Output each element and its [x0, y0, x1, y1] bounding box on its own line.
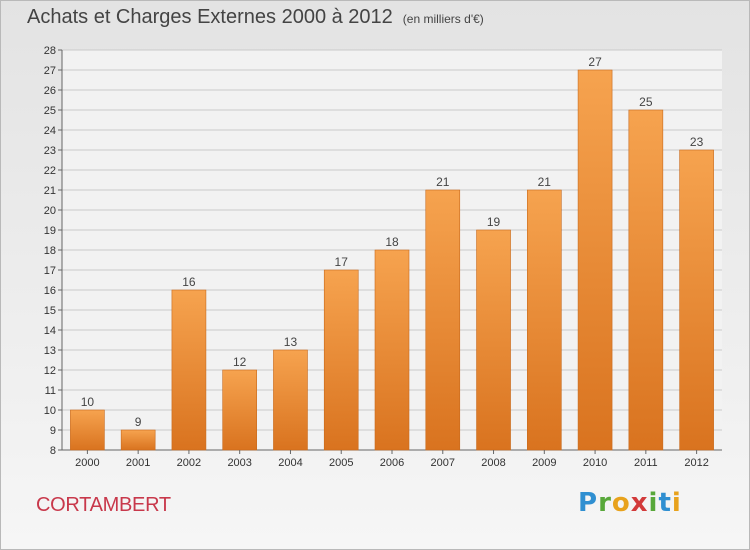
logo-letter: i	[648, 488, 659, 518]
bar	[577, 69, 613, 451]
y-tick-label: 22	[44, 165, 56, 177]
bar	[120, 429, 156, 451]
y-tick-label: 15	[44, 305, 56, 317]
x-tick-label: 2012	[684, 457, 708, 469]
bar-value-label: 10	[81, 395, 95, 409]
bar-value-label: 12	[233, 355, 247, 369]
logo-letter: t	[658, 488, 672, 518]
proxiti-logo[interactable]: Proxiti	[578, 488, 682, 518]
y-tick-label: 28	[44, 45, 56, 57]
y-tick-label: 12	[44, 365, 56, 377]
x-tick-label: 2010	[583, 457, 607, 469]
x-tick-label: 2000	[75, 457, 99, 469]
chart-title-block: Achats et Charges Externes 2000 à 2012 (e…	[27, 6, 484, 29]
y-tick-label: 13	[44, 345, 56, 357]
chart-subtitle: (en milliers d'€)	[402, 12, 484, 26]
bar	[374, 249, 410, 451]
bar-value-label: 18	[385, 235, 399, 249]
x-tick-label: 2005	[329, 457, 353, 469]
x-tick-label: 2007	[431, 457, 455, 469]
bar	[70, 409, 105, 451]
logo-letter: i	[671, 488, 682, 518]
bar-value-label: 25	[639, 95, 653, 109]
bar	[425, 189, 461, 451]
bar-value-label: 17	[335, 255, 349, 269]
x-tick-label: 2002	[177, 457, 201, 469]
bar-value-label: 21	[538, 175, 552, 189]
bar	[171, 289, 207, 451]
y-tick-label: 16	[44, 285, 56, 297]
logo-letter: r	[598, 488, 612, 518]
y-tick-label: 14	[44, 325, 56, 337]
y-tick-label: 8	[50, 445, 56, 457]
bar-value-label: 21	[436, 175, 450, 189]
logo-letter: o	[611, 488, 631, 518]
logo-letter: P	[578, 488, 599, 518]
bar-value-label: 23	[690, 135, 704, 149]
x-tick-label: 2001	[126, 457, 150, 469]
bar-value-label: 19	[487, 215, 501, 229]
y-tick-label: 23	[44, 145, 56, 157]
y-tick-label: 10	[44, 405, 56, 417]
y-tick-label: 17	[44, 265, 56, 277]
y-tick-label: 11	[45, 385, 56, 397]
bar	[476, 229, 511, 451]
y-tick-label: 20	[44, 205, 56, 217]
x-tick-label: 2008	[481, 457, 505, 469]
x-tick-label: 2011	[634, 457, 658, 469]
bar-value-label: 13	[284, 335, 298, 349]
logo-letter: x	[630, 488, 649, 518]
x-tick-label: 2009	[532, 457, 556, 469]
bar	[628, 109, 664, 451]
y-tick-label: 27	[44, 65, 56, 77]
y-tick-label: 24	[44, 125, 56, 137]
x-tick-label: 2006	[380, 457, 404, 469]
bar	[222, 369, 257, 451]
y-tick-label: 26	[44, 85, 56, 97]
y-tick-label: 9	[50, 425, 56, 437]
bar-value-label: 27	[588, 55, 602, 69]
bar	[679, 149, 714, 451]
bar	[323, 269, 359, 451]
bar	[527, 189, 562, 451]
x-tick-label: 2004	[278, 457, 302, 469]
y-tick-label: 19	[44, 225, 56, 237]
bar	[273, 349, 308, 451]
chart-title: Achats et Charges Externes 2000 à 2012	[27, 6, 393, 28]
y-tick-label: 21	[44, 185, 56, 197]
bar-value-label: 9	[135, 415, 142, 429]
y-tick-label: 25	[44, 105, 56, 117]
commune-name: CORTAMBERT	[36, 494, 171, 516]
y-tick-label: 18	[44, 245, 56, 257]
bar-value-label: 16	[182, 275, 196, 289]
x-tick-label: 2003	[227, 457, 251, 469]
